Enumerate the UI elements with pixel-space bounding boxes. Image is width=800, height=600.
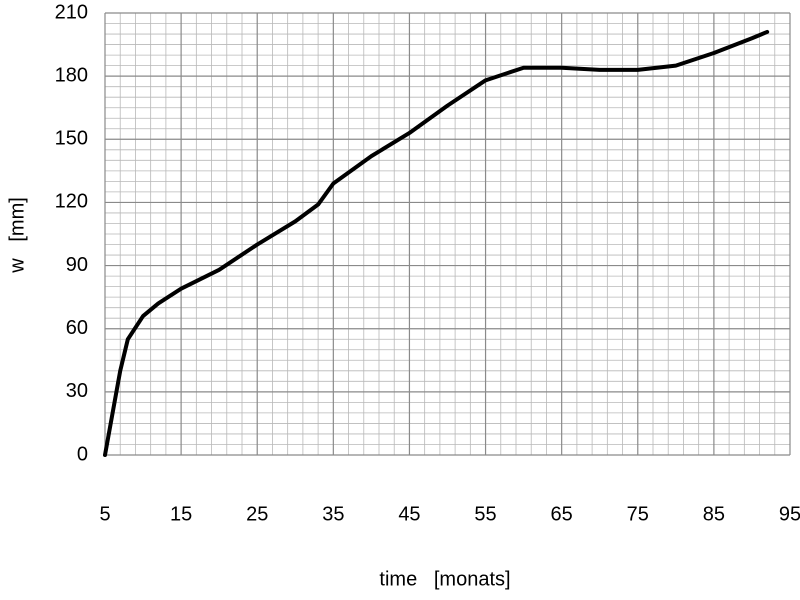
x-tick-label: 75 [627,503,649,525]
x-tick-label: 5 [99,503,110,525]
y-axis-label: w [mm] [6,197,28,274]
x-tick-label: 45 [398,503,420,525]
x-tick-label: 65 [551,503,573,525]
x-tick-label: 85 [703,503,725,525]
x-axis-label: time [monats] [379,568,510,590]
x-tick-label: 35 [322,503,344,525]
data-line [103,29,770,457]
x-tick-label: 55 [474,503,496,525]
y-tick-label: 120 [55,191,88,213]
x-tick-label: 25 [246,503,268,525]
x-tick-label: 95 [779,503,800,525]
y-tick-label: 210 [55,1,88,23]
y-tick-label: 90 [66,254,88,276]
grid [104,12,791,456]
x-tick-label: 15 [170,503,192,525]
y-tick-label: 180 [55,64,88,86]
y-tick-label: 150 [55,128,88,150]
y-tick-label: 60 [66,317,88,339]
y-tick-label: 30 [66,380,88,402]
y-tick-label: 0 [77,443,88,465]
